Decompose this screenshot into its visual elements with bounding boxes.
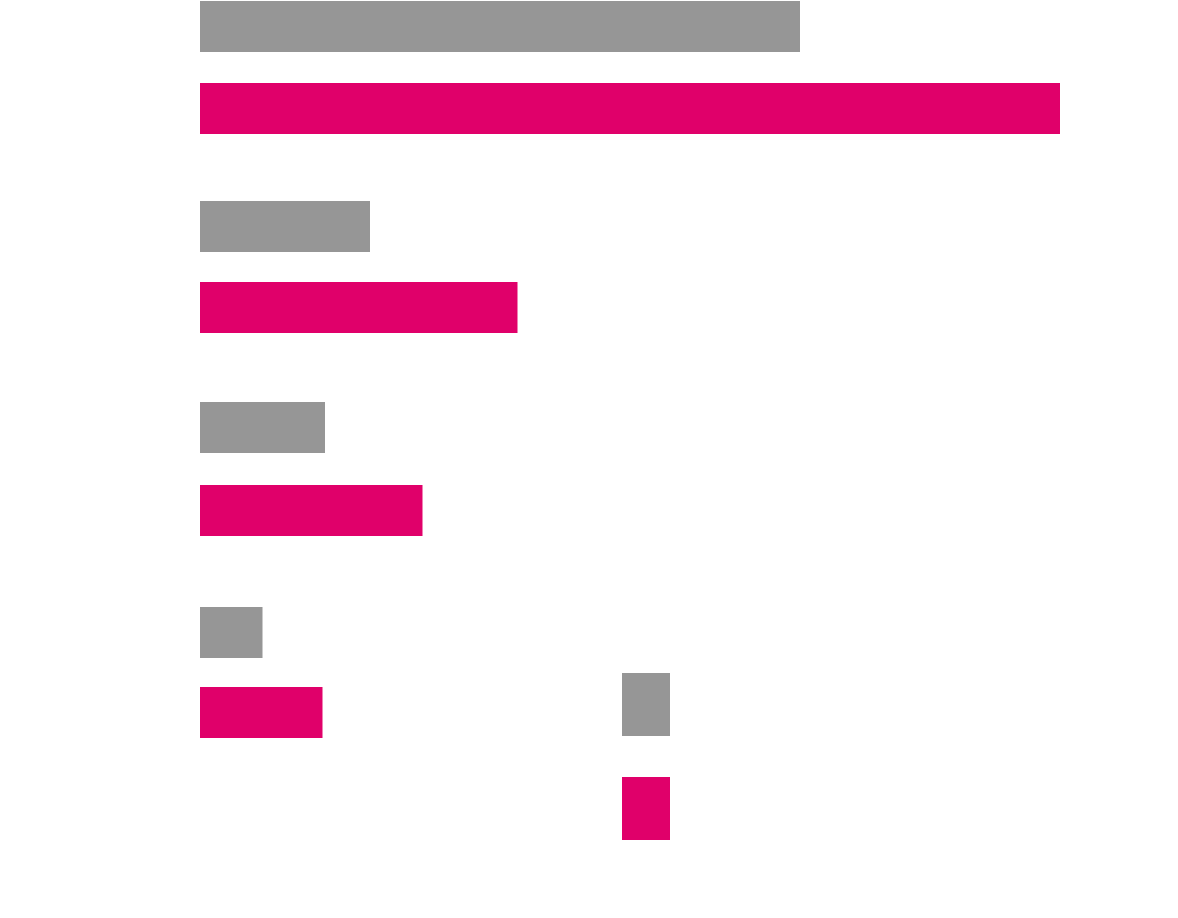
legend	[622, 673, 670, 840]
bar-series-1-category-1	[200, 1, 800, 52]
bar-series-2-category-2	[200, 282, 518, 333]
legend-swatch-series-1	[622, 673, 670, 736]
bar-series-2-category-4	[200, 687, 323, 738]
bar-series-1-category-2	[200, 201, 370, 252]
legend-swatch-series-2	[622, 777, 670, 840]
bar-series-2-category-1	[200, 83, 1060, 134]
bar-series-1-category-4	[200, 607, 263, 658]
bar-series-1-category-3	[200, 402, 325, 453]
bar-series-2-category-3	[200, 485, 423, 536]
bars-layer	[200, 1, 1060, 738]
